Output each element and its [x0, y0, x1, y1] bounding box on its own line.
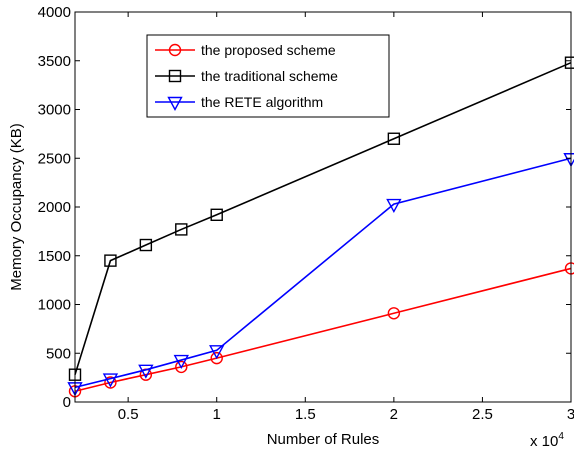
data-point: [210, 208, 223, 222]
x-tick-label: 1.5: [295, 406, 316, 423]
series-line: [74, 157, 572, 389]
data-point: [386, 198, 402, 214]
data-point: [104, 254, 117, 267]
data-point: [139, 238, 153, 252]
legend-item: the RETE algorithm: [155, 94, 323, 111]
y-tick-label: 4000: [38, 4, 71, 21]
y-tick-label: 1500: [38, 248, 71, 265]
y-tick-label: 2500: [38, 150, 71, 167]
legend-marker: [168, 43, 182, 57]
data-point: [387, 132, 401, 145]
data-point: [387, 307, 401, 320]
legend-marker: [168, 69, 182, 83]
series-line: [74, 61, 572, 375]
y-tick-label: 1000: [38, 297, 71, 314]
x-multiplier-exponent: 4: [558, 431, 564, 442]
legend-item: the traditional scheme: [155, 68, 338, 84]
data-point: [175, 360, 188, 374]
legend-label: the RETE algorithm: [201, 94, 323, 110]
data-point: [102, 373, 119, 388]
y-tick-label: 2000: [38, 199, 71, 216]
legend-label: the proposed scheme: [201, 42, 336, 58]
x-tick-label: 1: [213, 406, 221, 423]
x-tick-label: 3: [567, 406, 574, 423]
x-multiplier-label: x 104: [530, 431, 564, 450]
legend-marker: [167, 96, 183, 111]
legend: the proposed scheme the traditional schem…: [146, 34, 390, 118]
x-tick-label: 2: [390, 406, 398, 423]
data-point: [138, 364, 154, 379]
y-tick-label: 3000: [38, 102, 71, 119]
data-point: [175, 223, 188, 236]
y-tick-label: 0: [63, 394, 71, 411]
x-axis-label: Number of Rules: [267, 431, 380, 448]
axis-ticks: 0.5 1 1.5 2 2.5 3 0 500 1000 1500 2000 2500 3000 3500…: [38, 4, 574, 423]
legend-label: the traditional scheme: [201, 68, 338, 84]
x-tick-label: 2.5: [472, 406, 493, 423]
y-tick-label: 500: [46, 345, 71, 362]
data-point: [104, 376, 117, 389]
y-axis-label: Memory Occupancy (KB): [8, 123, 25, 291]
data-point: [209, 345, 225, 360]
data-point: [173, 354, 189, 370]
x-tick-label: 0.5: [118, 406, 139, 423]
legend-item: the proposed scheme: [155, 42, 336, 58]
y-tick-label: 3500: [38, 53, 71, 70]
data-point: [210, 351, 223, 365]
